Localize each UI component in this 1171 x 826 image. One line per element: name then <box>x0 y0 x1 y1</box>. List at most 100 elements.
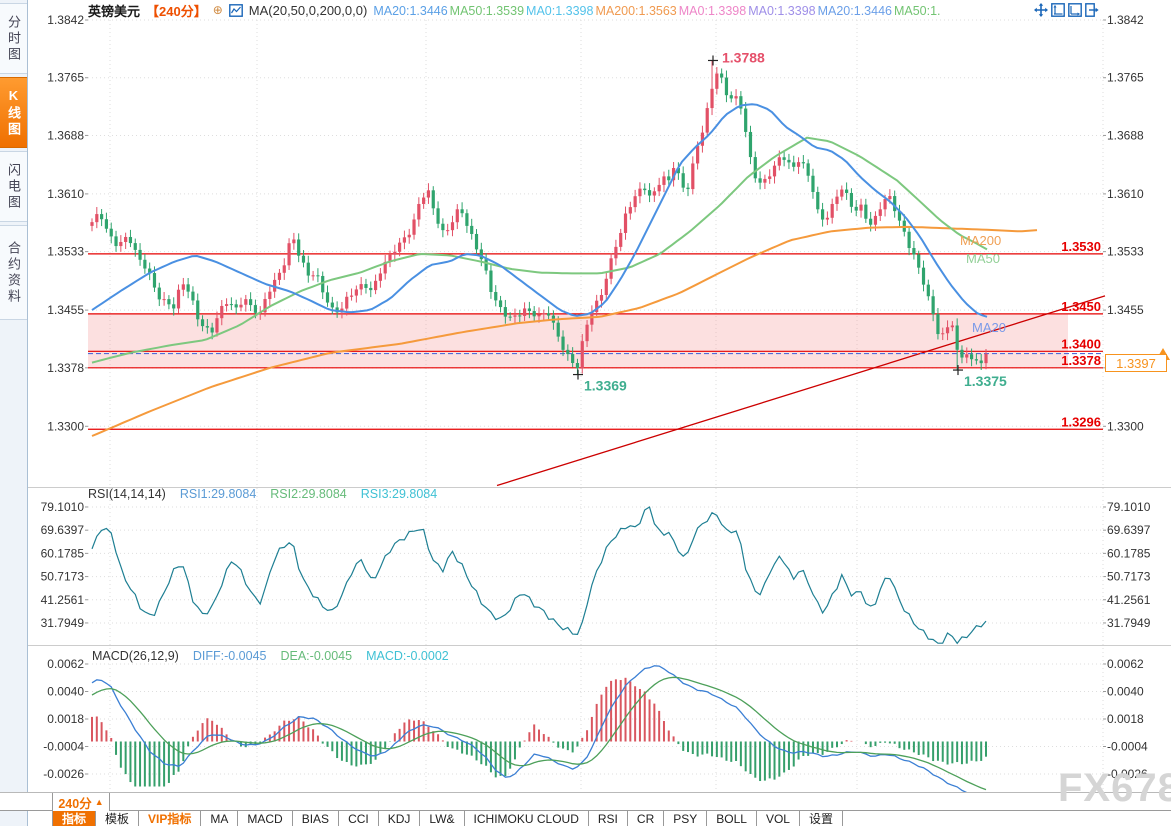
macd-diff-line <box>91 665 987 799</box>
axis-tick-label: 1.3533 <box>47 245 84 259</box>
axis-tick-label: 79.1010 <box>1107 500 1151 514</box>
price-annotation: 1.3375 <box>964 373 1007 389</box>
toolbar-item-模板[interactable]: 模板 <box>96 811 140 826</box>
toolbar-item-lw[interactable]: LW& <box>420 811 465 826</box>
axis-tick-label: 1.3455 <box>47 303 84 317</box>
toolbar-item-vip指标[interactable]: VIP指标 <box>139 811 202 826</box>
indicator-toolbar: 指标 模板 VIP指标 MA MACD BIAS CCI KDJ LW& ICHIMOKU CLO… <box>28 811 1171 826</box>
pop-out-icon[interactable] <box>1085 3 1099 17</box>
ma-legend-item: MA200:1.3563 <box>595 3 677 18</box>
rsi-header-part: RSI(14,14,14) <box>88 487 166 501</box>
key-level-label: 1.3296 <box>1061 414 1101 429</box>
left-sidebar: 分时图 K线图闪电图合约资料 <box>0 0 28 826</box>
period-label: 【240分】 <box>146 3 207 19</box>
macd-header-part: MACD(26,12,9) <box>92 649 179 663</box>
axis-tick-label: 1.3610 <box>1107 187 1144 201</box>
period-selector[interactable]: 240分 ▲ <box>52 793 110 811</box>
macd-indicator-header: MACD(26,12,9) DIFF:-0.0045 DEA:-0.0045 MACD… <box>92 649 449 663</box>
axis-tick-label: 41.2561 <box>1107 593 1151 607</box>
toolbar-item-ichimokucloud[interactable]: ICHIMOKU CLOUD <box>465 811 589 826</box>
key-level-label: 1.3400 <box>1061 336 1101 351</box>
chart-header: 英镑美元 【240分】 ⊕ MA(20,50,0,200,0,0) MA20:1… <box>88 0 943 20</box>
price-annotation: 1.3369 <box>584 378 627 394</box>
axis-tick-label: 1.3842 <box>47 13 84 27</box>
axis-tick-label: 31.7949 <box>1107 616 1151 630</box>
toolbar-item-rsi[interactable]: RSI <box>589 811 628 826</box>
rsi-line <box>91 506 987 645</box>
ma-legend-item: MA0:1.3398 <box>526 3 594 18</box>
ma50-line <box>91 136 988 364</box>
toolbar-item-macd[interactable]: MACD <box>238 811 293 826</box>
link-circle-plus-icon[interactable]: ⊕ <box>212 3 223 17</box>
axis-tick-label: 1.3765 <box>1107 71 1144 85</box>
sidebar-tab-2[interactable]: K线图 <box>0 77 27 148</box>
grid-layer <box>28 19 1171 791</box>
ma-legend-item: MA20:1.3446 <box>817 3 892 18</box>
toolbar-item-cci[interactable]: CCI <box>339 811 379 826</box>
ma-legend-item: MA50:1. <box>893 3 941 18</box>
toolbar-item-kdj[interactable]: KDJ <box>379 811 421 826</box>
axis-tick-label: 1.3765 <box>47 71 84 85</box>
axis-tick-label: 0.0062 <box>1107 657 1144 671</box>
axis-tick-label: 1.3688 <box>47 128 84 142</box>
axis-text-layer: 1.3842 1.3842 1.3765 1.3765 1.3688 1.3688 1.36… <box>41 13 1151 809</box>
ma-chart-label: MA50 <box>966 251 1000 266</box>
macd-header-part: DIFF:-0.0045 <box>192 649 267 663</box>
axis-tick-label: 1.3688 <box>1107 128 1144 142</box>
axis-tick-label: 1.3533 <box>1107 245 1144 259</box>
sidebar-tab-4[interactable]: 合约资料 <box>0 225 27 320</box>
axis-tick-label: 69.6397 <box>1107 523 1151 537</box>
axis-tick-label: 1.3610 <box>47 187 84 201</box>
toolbar-item-指标[interactable]: 指标 <box>53 811 97 826</box>
ma-chart-icon[interactable] <box>228 3 243 17</box>
trend-line <box>496 295 1106 487</box>
symbol-title: 英镑美元 <box>88 3 141 19</box>
toolbar-item-bias[interactable]: BIAS <box>293 811 340 826</box>
toolbar-spacer <box>28 811 53 826</box>
axis-tick-label: 50.7173 <box>41 570 85 584</box>
chart-tool-icons <box>1034 3 1099 17</box>
axis-tick-label: 31.7949 <box>41 616 85 630</box>
ma-settings-label: MA(20,50,0,200,0,0) <box>248 2 368 18</box>
toolbar-item-设置[interactable]: 设置 <box>800 811 843 826</box>
axis-tick-label: 41.2561 <box>41 593 85 607</box>
price-annotation: 1.3788 <box>722 49 765 65</box>
pan-move-icon[interactable] <box>1034 3 1048 17</box>
rsi-header-part: RSI3:29.8084 <box>360 487 438 501</box>
toolbar-item-ma[interactable]: MA <box>201 811 239 826</box>
axis-tick-label: 1.3300 <box>47 419 84 433</box>
axis-tick-label: 0.0062 <box>47 657 84 671</box>
ma-legend-item: MA0:1.3398 <box>748 3 816 18</box>
ma-legend-item: MA20:1.3446 <box>373 3 448 18</box>
ma-legend: MA20:1.3446 MA50:1.3539 MA0:1.3398 MA200:1.… <box>373 3 942 18</box>
series-layer <box>88 55 1170 799</box>
current-price-label: 1.3397 <box>1105 354 1167 372</box>
y-axis-scale-icon[interactable] <box>1051 3 1065 17</box>
axis-tick-label: 1.3455 <box>1107 303 1144 317</box>
axis-tick-label: 0.0018 <box>1107 712 1144 726</box>
toolbar-item-vol[interactable]: VOL <box>757 811 800 826</box>
axis-tick-label: 0.0040 <box>1107 685 1144 699</box>
ma-chart-label: MA200 <box>960 233 1001 248</box>
sidebar-tab-3[interactable]: 闪电图 <box>0 151 27 222</box>
chevron-up-icon: ▲ <box>94 797 104 807</box>
support-zone-layer <box>88 313 1068 368</box>
toolbar-item-cr[interactable]: CR <box>628 811 665 826</box>
axis-tick-label: 0.0040 <box>47 685 84 699</box>
ma-chart-label: MA20 <box>972 320 1006 335</box>
toolbar-item-psy[interactable]: PSY <box>664 811 708 826</box>
axis-tick-label: 79.1010 <box>41 500 85 514</box>
toolbar-item-boll[interactable]: BOLL <box>707 811 757 826</box>
axis-tick-label: 60.1785 <box>1107 546 1151 560</box>
fx678-watermark: FX678 <box>1058 766 1171 810</box>
axis-tick-label: -0.0004 <box>1107 740 1148 754</box>
macd-header-part: DEA:-0.0045 <box>280 649 353 663</box>
rsi-indicator-header: RSI(14,14,14) RSI1:29.8084 RSI2:29.8084 RSI… <box>88 487 437 501</box>
ma-legend-item: MA0:1.3398 <box>678 3 747 18</box>
sidebar-tab-1[interactable]: 分时图 <box>0 3 27 74</box>
x-axis-scale-icon[interactable] <box>1068 3 1082 17</box>
macd-dea-line <box>91 676 987 791</box>
key-level-label: 1.3530 <box>1061 239 1101 254</box>
